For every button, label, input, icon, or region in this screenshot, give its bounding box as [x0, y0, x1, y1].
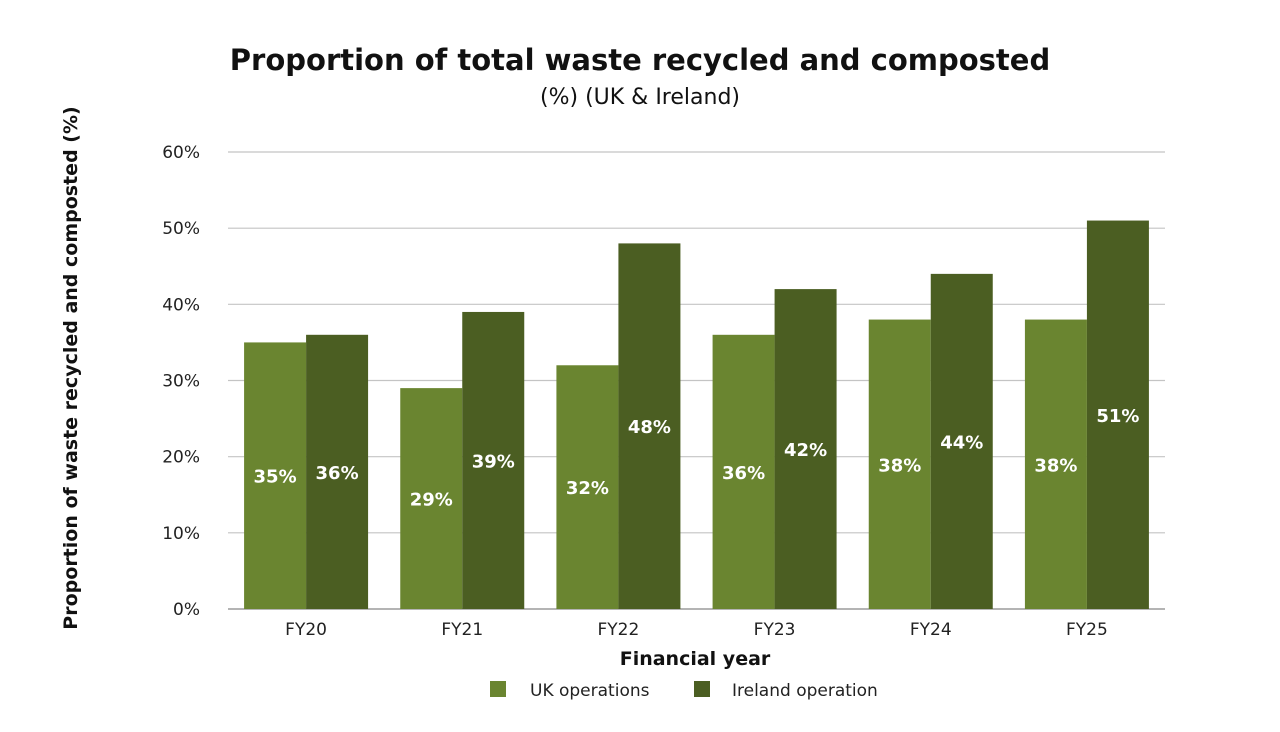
data-label: 38% — [1034, 455, 1077, 476]
bar-fy24-ireland — [930, 273, 993, 609]
x-tick-label: FY25 — [1066, 620, 1108, 640]
legend-swatch-ireland — [694, 681, 710, 697]
data-label: 38% — [878, 455, 921, 476]
legend-label-uk: UK operations — [530, 681, 650, 701]
bar-fy21-ireland — [462, 311, 525, 609]
data-label: 44% — [940, 432, 983, 453]
bar-fy25-ireland — [1086, 220, 1149, 610]
data-label: 42% — [784, 440, 827, 461]
y-tick-label: 0% — [173, 600, 200, 620]
bar-fy23-ireland — [774, 289, 837, 609]
y-tick-label: 20% — [162, 448, 200, 468]
bars: 35% 36% 29% 39% 32% 48% 36% 42% 38% 44% 38% 51% — [244, 220, 1149, 610]
gridlines — [228, 151, 1165, 610]
data-label: 36% — [316, 463, 359, 484]
bar-fy25-uk — [1024, 319, 1087, 609]
y-tick-label: 40% — [162, 295, 200, 315]
y-axis-label: Proportion of waste recycled and compost… — [60, 106, 82, 629]
bar-fy23-uk — [712, 334, 775, 609]
bar-fy22-uk — [556, 365, 619, 609]
x-tick-label: FY22 — [598, 620, 640, 640]
bar-fy21-uk — [400, 388, 463, 609]
data-label: 35% — [254, 467, 297, 488]
y-tick-label: 60% — [162, 143, 200, 163]
data-label: 51% — [1096, 406, 1139, 427]
x-tick-label: FY23 — [754, 620, 796, 640]
data-label: 39% — [472, 451, 515, 472]
x-axis-label: Financial year — [620, 648, 771, 670]
chart-title: Proportion of total waste recycled and c… — [230, 43, 1050, 77]
bar-fy20-ireland — [306, 334, 369, 609]
bar-fy24-uk — [868, 319, 931, 609]
y-tick-label: 50% — [162, 219, 200, 239]
y-axis-ticks: 0% 10% 20% 30% 40% 50% 60% — [162, 143, 200, 620]
x-tick-label: FY21 — [441, 620, 483, 640]
data-label: 29% — [410, 490, 453, 511]
bar-fy22-ireland — [618, 243, 681, 609]
x-tick-label: FY24 — [910, 620, 952, 640]
x-axis-ticks: FY20 FY21 FY22 FY23 FY24 FY25 — [285, 620, 1108, 640]
y-tick-label: 30% — [162, 372, 200, 392]
bar-fy20-uk — [244, 342, 307, 609]
data-label: 32% — [566, 478, 609, 499]
legend-swatch-uk — [490, 681, 506, 697]
legend-label-ireland: Ireland operation — [732, 681, 878, 701]
x-tick-label: FY20 — [285, 620, 327, 640]
legend: UK operations Ireland operation — [490, 681, 878, 701]
y-tick-label: 10% — [162, 524, 200, 544]
data-label: 48% — [628, 417, 671, 438]
data-label: 36% — [722, 463, 765, 484]
chart-subtitle: (%) (UK & Ireland) — [540, 85, 740, 110]
